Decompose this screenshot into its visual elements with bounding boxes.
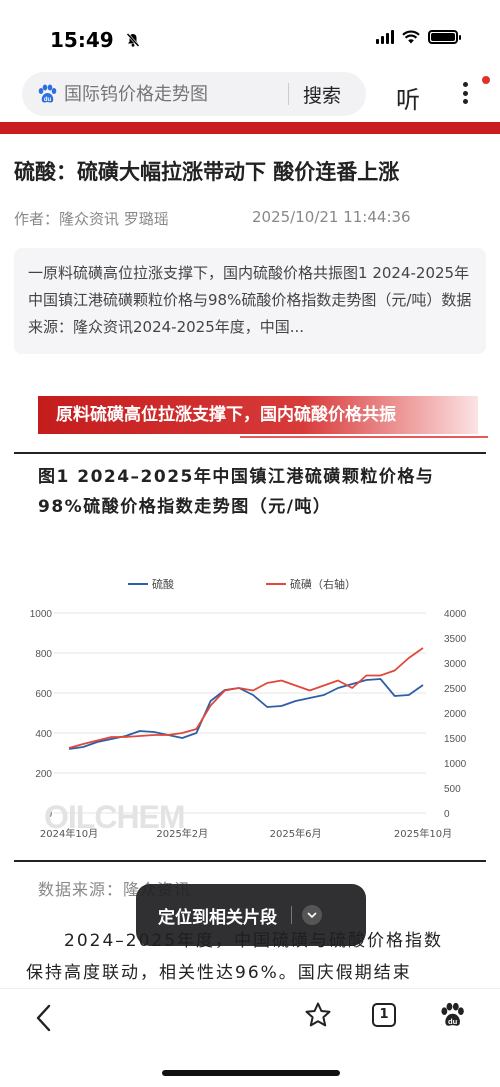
status-bar: 15:49 [0,0,500,70]
svg-text:du: du [448,1017,458,1026]
y-right-tick-label: 500 [444,784,461,795]
header-red-band [0,122,500,134]
series-line [68,678,424,750]
x-tick-label: 2025年2月 [156,827,208,840]
figure-bottom-rule [14,860,486,862]
tabs-count-icon[interactable]: 1 [372,1003,396,1027]
search-header: du 搜索 听 [0,72,500,118]
y-right-tick-label: 2500 [444,684,467,695]
status-icons [376,30,461,44]
x-tick-label: 2025年10月 [394,827,452,840]
banner-underline [240,436,488,438]
y-left-tick-label: 800 [35,649,52,660]
price-trend-chart: 0 200 400 600 800 1000 0 500 1000 1500 2000 2500 300… [30,577,467,840]
y-right-tick-label: 2000 [444,709,467,720]
toast-label: 定位到相关片段 [158,907,277,928]
y-left-tick-label: 1000 [30,609,53,620]
y-right-tick-label: 3500 [444,634,467,645]
figure-title: 图1 2024–2025年中国镇江港硫磺颗粒价格与98%硫酸价格指数走势图（元/… [38,467,435,517]
battery-icon [428,30,461,44]
figure-top-rule [14,452,486,454]
section-banner: 原料硫磺高位拉涨支撑下，国内硫酸价格共振 [38,396,478,434]
tabs-count: 1 [379,1007,389,1022]
search-input[interactable] [64,83,274,105]
clock-text: 15:49 [50,28,114,52]
more-menu-icon[interactable] [458,78,472,108]
y-right-tick-label: 1500 [444,734,467,745]
search-divider [288,83,289,105]
y-left-tick-label: 0 [46,809,52,820]
star-favorite-icon[interactable] [304,1001,332,1029]
article-author[interactable]: 作者：隆众资讯 罗璐瑶 [14,210,169,228]
listen-button[interactable]: 听 [396,86,420,114]
article-title: 硫酸：硫磺大幅拉涨带动下 酸价连番上涨 [14,160,400,184]
cellular-signal-icon [376,30,394,44]
back-arrow-icon[interactable] [34,1003,54,1033]
article-summary[interactable]: 一原料硫磺高位拉涨支撑下，国内硫酸价格共振图1 2024-2025年中国镇江港硫… [14,248,486,354]
legend-label: 硫磺（右轴） [290,577,356,591]
y-left-tick-label: 400 [35,729,52,740]
body-paragraph-line: 保持高度联动，相关性达96%。国庆假期结束 [26,963,412,983]
locate-segment-toast[interactable]: 定位到相关片段 [136,884,366,946]
y-right-tick-label: 3000 [444,659,467,670]
y-left-tick-label: 600 [35,689,52,700]
notification-dot [482,76,490,84]
series-line [68,647,424,749]
oilchem-watermark: OILCHEM [44,799,185,835]
baidu-paw-icon: du [38,84,57,103]
status-time: 15:49 [50,28,141,52]
home-indicator [162,1070,340,1076]
chevron-down-icon[interactable] [302,905,322,925]
x-tick-label: 2024年10月 [40,827,98,840]
article-date: 2025/10/21 11:44:36 [252,208,411,226]
bell-slash-icon [126,33,140,47]
y-left-tick-label: 200 [35,769,52,780]
toast-divider [291,906,292,924]
baidu-paw-icon[interactable]: du [438,1001,466,1029]
search-button[interactable]: 搜索 [303,84,342,107]
search-box[interactable]: du 搜索 [22,72,366,116]
wifi-icon [402,30,420,44]
legend-label: 硫酸 [152,577,174,591]
x-tick-label: 2025年6月 [270,827,322,840]
svg-text:du: du [44,97,52,103]
y-right-tick-label: 1000 [444,759,467,770]
y-right-tick-label: 0 [444,809,450,820]
y-right-tick-label: 4000 [444,609,467,620]
